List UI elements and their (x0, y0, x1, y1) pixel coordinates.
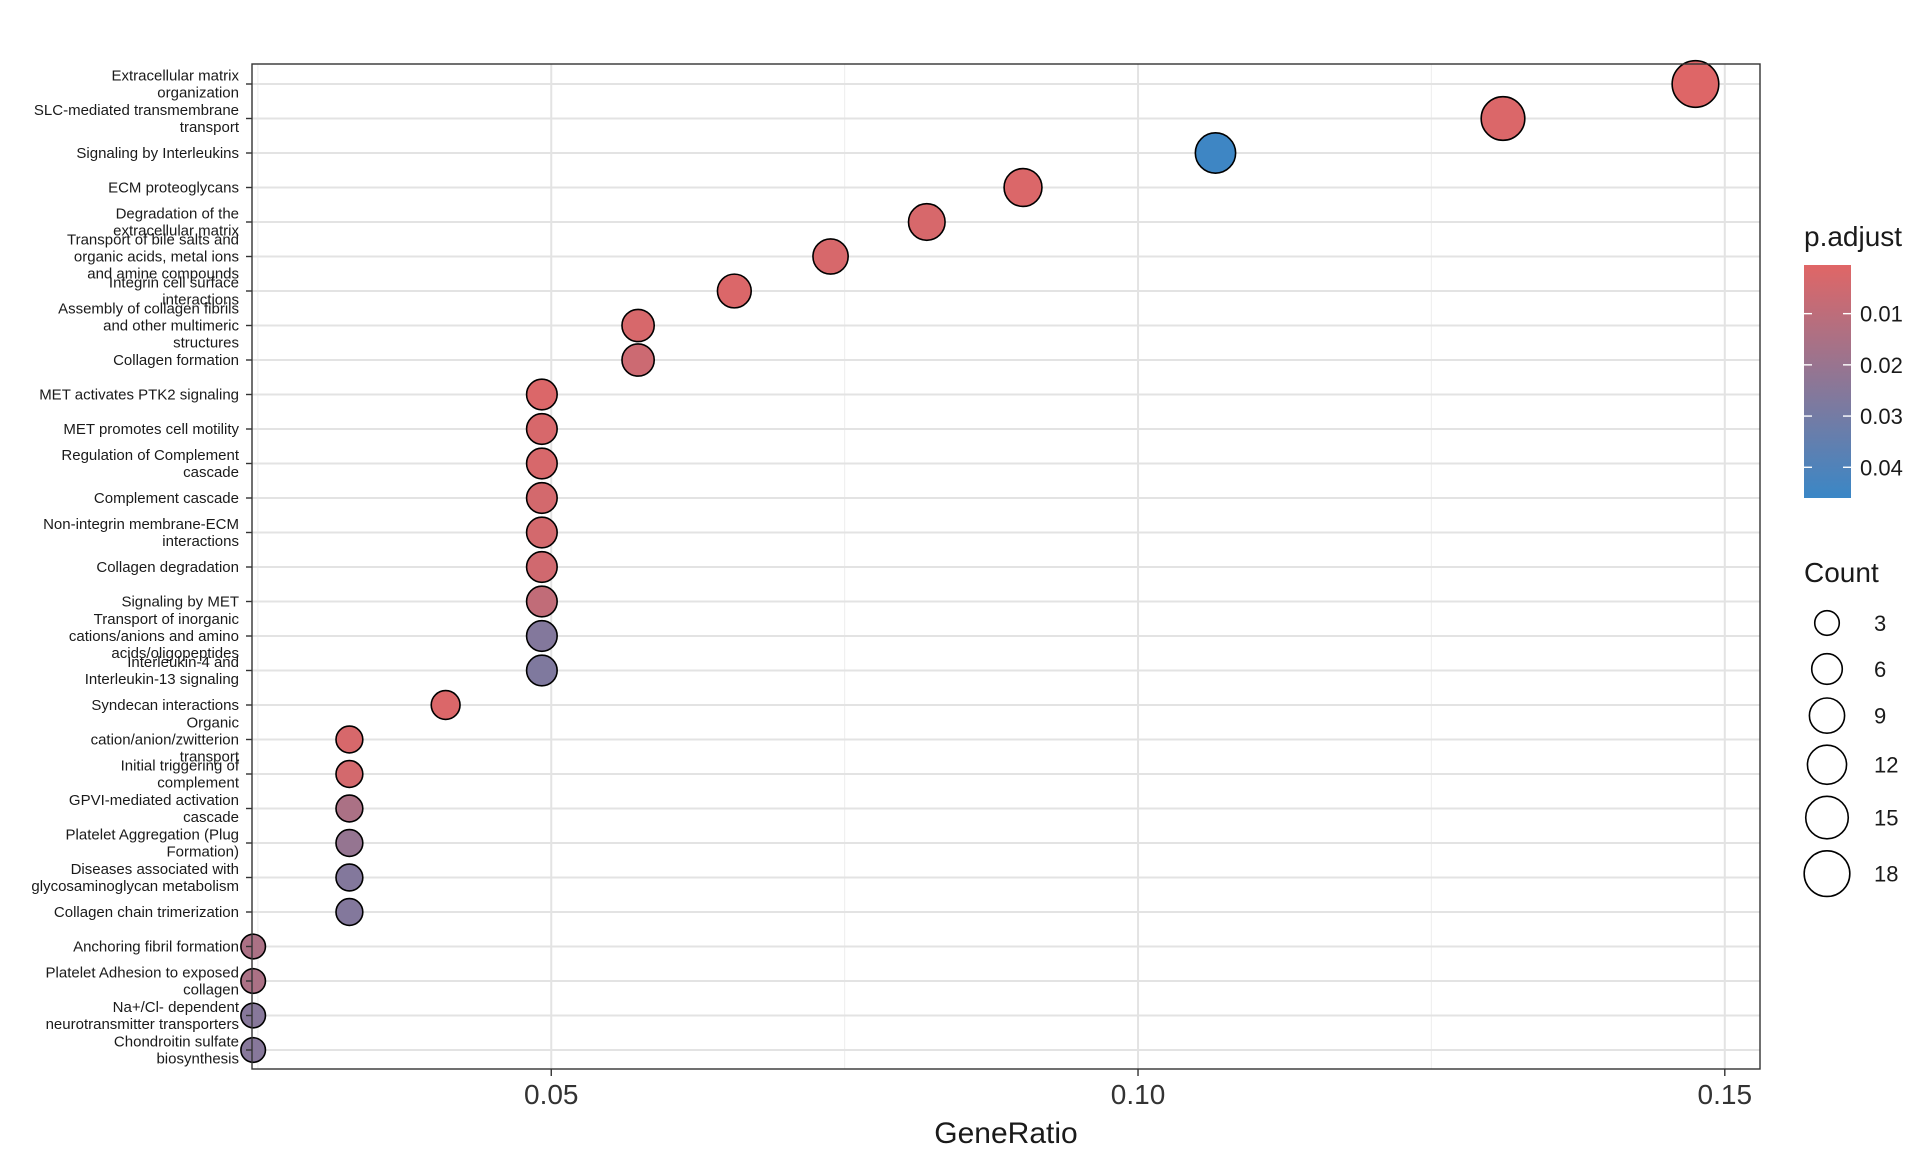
category-label: Diseases associated with glycosaminoglyca… (31, 861, 239, 895)
data-point (812, 238, 849, 275)
data-point (525, 619, 558, 653)
data-point (335, 794, 364, 823)
color-legend: p.adjust 0.01 0.02 0.03 0.04 (1804, 221, 1903, 498)
category-label: Collagen formation (113, 352, 239, 369)
category-label: ECM proteoglycans (108, 180, 239, 197)
data-point (335, 759, 364, 789)
data-point (525, 412, 558, 446)
category-label: Non-integrin membrane-ECM interactions (43, 516, 239, 550)
data-point (621, 308, 656, 343)
data-point (240, 967, 267, 995)
data-point (525, 516, 558, 549)
category-label: Syndecan interactions (91, 697, 239, 714)
color-legend-title: p.adjust (1804, 221, 1902, 252)
data-point (240, 1036, 267, 1064)
data-point (335, 725, 364, 754)
category-label: Collagen degradation (96, 559, 239, 576)
size-key-circle (1806, 744, 1848, 786)
category-label: Platelet Adhesion to exposed collagen (46, 965, 239, 999)
color-ticks: 0.01 0.02 0.03 0.04 (1804, 302, 1903, 480)
category-label: Transport of inorganic cations/anions and… (69, 611, 240, 662)
data-point (907, 202, 946, 242)
size-legend: Count 3 6 9 12 15 18 (1803, 557, 1898, 898)
data-point (1003, 167, 1043, 208)
category-label: Regulation of Complement cascade (61, 447, 239, 481)
x-tick-label: 0.10 (1111, 1079, 1166, 1110)
data-point (335, 863, 364, 892)
size-key-label: 15 (1874, 806, 1898, 831)
category-label: Assembly of collagen fibrils and other mu… (58, 301, 239, 352)
data-point (525, 654, 558, 687)
category-label: Degradation of the extracellular matrix (113, 206, 239, 240)
color-tick-label: 0.04 (1860, 455, 1903, 480)
category-label: Signaling by MET (121, 594, 239, 611)
size-key-circle (1804, 795, 1850, 840)
category-label: GPVI-mediated activation cascade (69, 792, 239, 826)
size-key-label: 18 (1874, 862, 1898, 887)
category-label: Organic cation/anion/zwitterion transport (91, 715, 240, 766)
data-point (240, 1002, 267, 1029)
color-tick-label: 0.01 (1860, 302, 1903, 327)
x-axis: 0.05 0.10 0.15 (524, 1069, 1752, 1110)
category-label: Anchoring fibril formation (73, 939, 239, 956)
size-key-label: 12 (1874, 753, 1898, 778)
data-point (525, 378, 558, 411)
color-tick-label: 0.03 (1860, 404, 1903, 429)
category-label: Signaling by Interleukins (76, 145, 239, 162)
data-point (430, 689, 461, 721)
size-key-label: 9 (1874, 704, 1886, 729)
size-key-circle (1808, 697, 1846, 735)
category-label: SLC-mediated transmembrane transport (34, 102, 240, 136)
category-label: MET activates PTK2 signaling (39, 387, 239, 404)
data-point (1480, 95, 1526, 142)
x-tick-label: 0.15 (1698, 1079, 1753, 1110)
data-point (335, 897, 364, 927)
category-label: Initial triggering of complement (121, 758, 240, 792)
data-point (525, 585, 558, 618)
data-point (1671, 59, 1720, 109)
data-point (621, 343, 656, 377)
size-key-label: 6 (1874, 657, 1886, 682)
category-label: Complement cascade (94, 490, 239, 507)
x-tick-label: 0.05 (524, 1079, 579, 1110)
data-point (716, 273, 753, 309)
data-point (525, 447, 558, 480)
size-key-circle (1813, 609, 1841, 637)
category-label: Platelet Aggregation (Plug Formation) (66, 827, 239, 861)
category-label: Extracellular matrix organization (111, 68, 239, 102)
data-point (1194, 132, 1237, 174)
category-label: Interleukin-4 and Interleukin-13 signalin… (85, 654, 239, 688)
category-label: Collagen chain trimerization (54, 904, 239, 921)
data-point (335, 828, 364, 858)
size-legend-title: Count (1804, 557, 1879, 588)
size-key-label: 3 (1874, 611, 1886, 636)
size-key-circle (1803, 850, 1851, 898)
category-label: Chondroitin sulfate biosynthesis (114, 1034, 239, 1068)
y-axis: Extracellular matrix organizationSLC-medi… (31, 68, 252, 1068)
category-label: Na+/Cl- dependent neurotransmitter transp… (46, 999, 240, 1033)
category-label: Transport of bile salts and organic acids… (67, 232, 239, 283)
data-point (240, 933, 267, 960)
x-axis-title: GeneRatio (934, 1117, 1077, 1150)
points-layer (240, 59, 1720, 1064)
category-label: MET promotes cell motility (63, 421, 239, 438)
size-key-circle (1810, 652, 1844, 686)
data-point (525, 550, 558, 584)
size-keys: 3 6 9 12 15 18 (1803, 609, 1898, 898)
data-point (525, 481, 558, 515)
color-bar (1804, 265, 1851, 498)
category-label: Integrin cell surface interactions (109, 275, 239, 309)
color-tick-label: 0.02 (1860, 353, 1903, 378)
